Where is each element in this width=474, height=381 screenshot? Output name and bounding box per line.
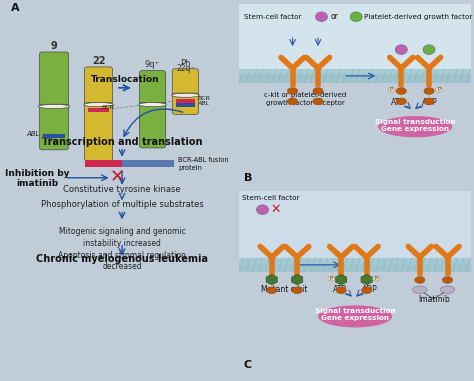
- Text: 22: 22: [92, 56, 105, 66]
- Text: ATP: ATP: [391, 98, 405, 107]
- Bar: [239, 258, 471, 272]
- Text: ADP: ADP: [422, 98, 438, 107]
- Ellipse shape: [415, 277, 425, 283]
- Ellipse shape: [362, 287, 372, 294]
- Ellipse shape: [38, 104, 70, 109]
- Text: Signal transduction: Signal transduction: [315, 308, 395, 314]
- FancyBboxPatch shape: [85, 67, 112, 107]
- Ellipse shape: [424, 98, 434, 105]
- Ellipse shape: [172, 93, 200, 97]
- Text: B: B: [244, 173, 252, 183]
- Ellipse shape: [388, 87, 395, 92]
- Bar: [176, 103, 195, 107]
- Ellipse shape: [395, 45, 407, 54]
- Text: A: A: [10, 3, 19, 13]
- Text: Gene expression: Gene expression: [381, 126, 449, 132]
- Text: Phosphorylation of multiple substrates: Phosphorylation of multiple substrates: [41, 200, 203, 209]
- Text: Chronic myelogenous leukemia: Chronic myelogenous leukemia: [36, 255, 208, 264]
- Ellipse shape: [328, 276, 335, 281]
- Bar: [239, 4, 471, 74]
- Ellipse shape: [396, 98, 406, 105]
- Bar: [176, 99, 195, 103]
- Text: Inhibition by
imatinib: Inhibition by imatinib: [5, 169, 70, 188]
- Bar: [88, 108, 109, 112]
- Ellipse shape: [316, 12, 328, 22]
- Text: or: or: [331, 12, 338, 21]
- Text: Constitutive tyrosine kinase: Constitutive tyrosine kinase: [63, 186, 181, 194]
- Text: P: P: [330, 276, 333, 281]
- Ellipse shape: [313, 88, 323, 94]
- Bar: [122, 160, 173, 167]
- Ellipse shape: [292, 287, 302, 294]
- Text: P: P: [374, 276, 378, 281]
- Text: C: C: [244, 360, 252, 370]
- Text: BCR-ABL fusion
protein: BCR-ABL fusion protein: [178, 157, 229, 171]
- Text: 22q⁻: 22q⁻: [176, 64, 195, 74]
- Text: ✕: ✕: [270, 203, 281, 216]
- Bar: [43, 134, 65, 138]
- Text: 9q⁺: 9q⁺: [145, 60, 160, 69]
- Text: Platelet-derived growth factor: Platelet-derived growth factor: [365, 14, 473, 20]
- Ellipse shape: [440, 286, 455, 293]
- Ellipse shape: [288, 88, 298, 94]
- Text: Ph: Ph: [180, 59, 191, 68]
- Ellipse shape: [256, 205, 268, 215]
- Ellipse shape: [413, 286, 427, 293]
- Text: Signal transduction: Signal transduction: [375, 118, 456, 125]
- Text: BCR: BCR: [198, 96, 210, 101]
- FancyBboxPatch shape: [172, 93, 199, 114]
- Ellipse shape: [83, 102, 114, 107]
- Text: Gene expression: Gene expression: [321, 315, 389, 321]
- Text: ✕: ✕: [109, 168, 125, 186]
- Bar: [239, 69, 471, 83]
- Ellipse shape: [373, 276, 380, 281]
- Ellipse shape: [435, 87, 442, 92]
- Ellipse shape: [138, 102, 166, 107]
- Text: 9: 9: [51, 41, 57, 51]
- Text: ABL: ABL: [26, 131, 39, 138]
- Ellipse shape: [396, 88, 406, 94]
- Ellipse shape: [288, 98, 298, 105]
- Text: ATP: ATP: [333, 285, 347, 293]
- Ellipse shape: [378, 116, 452, 137]
- Ellipse shape: [336, 287, 346, 294]
- Text: ABL: ABL: [198, 101, 210, 106]
- Ellipse shape: [424, 88, 434, 94]
- Ellipse shape: [267, 287, 277, 294]
- Text: Mutant c-kit: Mutant c-kit: [261, 285, 308, 293]
- Ellipse shape: [350, 12, 362, 22]
- Text: Imatinib: Imatinib: [418, 295, 449, 304]
- Ellipse shape: [318, 305, 392, 327]
- Text: Stem-cell factor: Stem-cell factor: [244, 14, 301, 20]
- FancyBboxPatch shape: [85, 102, 112, 161]
- Text: Transcription and translation: Transcription and translation: [42, 137, 202, 147]
- Text: c-kit or platelet-derived
growth factor receptor: c-kit or platelet-derived growth factor …: [264, 92, 346, 106]
- Ellipse shape: [423, 45, 435, 54]
- FancyBboxPatch shape: [139, 102, 166, 148]
- Bar: [239, 191, 471, 265]
- Text: Mitogenic signaling and genomic
instability increased
Apoptosis and stromal regu: Mitogenic signaling and genomic instabil…: [58, 227, 186, 271]
- Text: BCR: BCR: [101, 105, 114, 110]
- Ellipse shape: [442, 277, 453, 283]
- Text: ADP: ADP: [362, 285, 378, 293]
- Text: P: P: [390, 87, 393, 92]
- Text: Stem-cell factor: Stem-cell factor: [242, 195, 299, 200]
- FancyBboxPatch shape: [172, 69, 199, 98]
- FancyBboxPatch shape: [139, 70, 166, 107]
- Text: P: P: [437, 87, 440, 92]
- FancyBboxPatch shape: [39, 52, 69, 109]
- FancyBboxPatch shape: [39, 104, 69, 150]
- Bar: [84, 160, 122, 167]
- Text: Translocation: Translocation: [91, 75, 159, 84]
- Ellipse shape: [313, 98, 323, 105]
